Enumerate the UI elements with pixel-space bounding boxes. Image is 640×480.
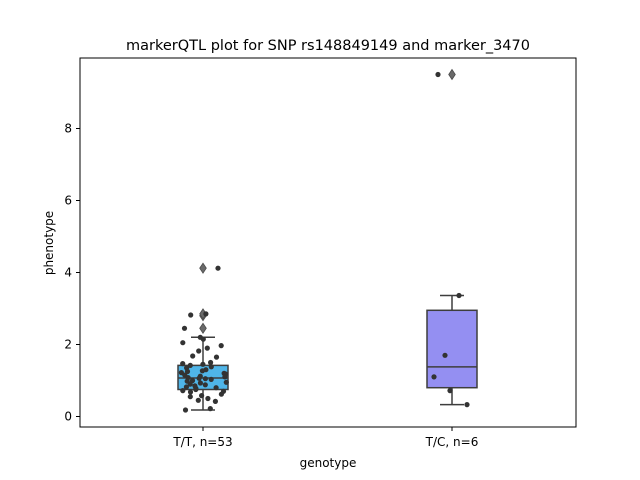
point-0-19 xyxy=(199,368,205,374)
point-0-46 xyxy=(199,393,205,399)
y-tick-label-8: 8 xyxy=(64,122,72,136)
point-0-41 xyxy=(193,386,199,393)
point-0-44 xyxy=(187,389,194,395)
y-axis-label: phenotype xyxy=(42,211,56,275)
box-1-outlier-0 xyxy=(448,68,456,81)
axes: 0 2 4 6 8 T/T, n=53 T/C, n=6 xyxy=(64,57,577,449)
x-axis-label: genotype xyxy=(300,456,357,470)
point-0-52 xyxy=(182,407,189,413)
x-tick-label-1: T/C, n=6 xyxy=(425,435,479,449)
point-0-39 xyxy=(213,385,219,391)
plot-area xyxy=(177,68,478,413)
point-0-3 xyxy=(188,312,194,318)
point-0-34 xyxy=(197,380,203,386)
x-tick-label-0: T/T, n=53 xyxy=(172,435,232,449)
y-tick-label-6: 6 xyxy=(64,194,72,208)
point-0-16 xyxy=(208,364,214,370)
point-0-50 xyxy=(212,398,218,404)
point-0-6 xyxy=(180,340,186,346)
point-0-26 xyxy=(222,374,228,380)
point-1-4 xyxy=(447,388,453,394)
y-tick-label-2: 2 xyxy=(64,338,72,352)
point-0-0 xyxy=(215,265,221,271)
box-0-outlier-0 xyxy=(199,322,207,335)
axes-frame xyxy=(79,57,577,428)
point-0-45 xyxy=(218,391,224,397)
point-1-0 xyxy=(435,71,441,78)
point-0-33 xyxy=(223,379,229,385)
point-0-1 xyxy=(203,311,209,317)
y-tick-label-4: 4 xyxy=(64,266,72,280)
point-0-51 xyxy=(207,406,213,412)
point-0-15 xyxy=(187,362,193,368)
point-0-9 xyxy=(196,348,202,354)
point-0-11 xyxy=(213,354,220,360)
point-0-47 xyxy=(187,394,193,400)
box-0-outlier-3 xyxy=(199,262,207,274)
point-0-30 xyxy=(208,376,214,382)
point-0-29 xyxy=(202,376,208,382)
point-0-10 xyxy=(190,353,196,359)
point-0-35 xyxy=(187,381,193,387)
point-0-2 xyxy=(181,325,188,331)
point-0-14 xyxy=(200,361,206,367)
point-1-1 xyxy=(456,292,462,299)
point-0-13 xyxy=(180,361,186,367)
chart-title: markerQTL plot for SNP rs148849149 and m… xyxy=(126,38,530,54)
point-0-49 xyxy=(195,397,201,403)
y-tick-label-0: 0 xyxy=(64,410,72,424)
point-0-7 xyxy=(218,343,224,349)
point-1-2 xyxy=(442,352,448,358)
point-0-48 xyxy=(205,395,211,402)
point-0-20 xyxy=(184,368,191,375)
point-1-3 xyxy=(431,374,437,380)
point-0-38 xyxy=(183,384,189,390)
point-0-28 xyxy=(196,375,202,381)
point-0-5 xyxy=(200,336,206,342)
point-0-42 xyxy=(180,388,186,394)
point-0-12 xyxy=(208,359,214,366)
point-0-36 xyxy=(202,382,208,388)
point-0-8 xyxy=(204,345,210,351)
point-1-5 xyxy=(464,402,470,408)
